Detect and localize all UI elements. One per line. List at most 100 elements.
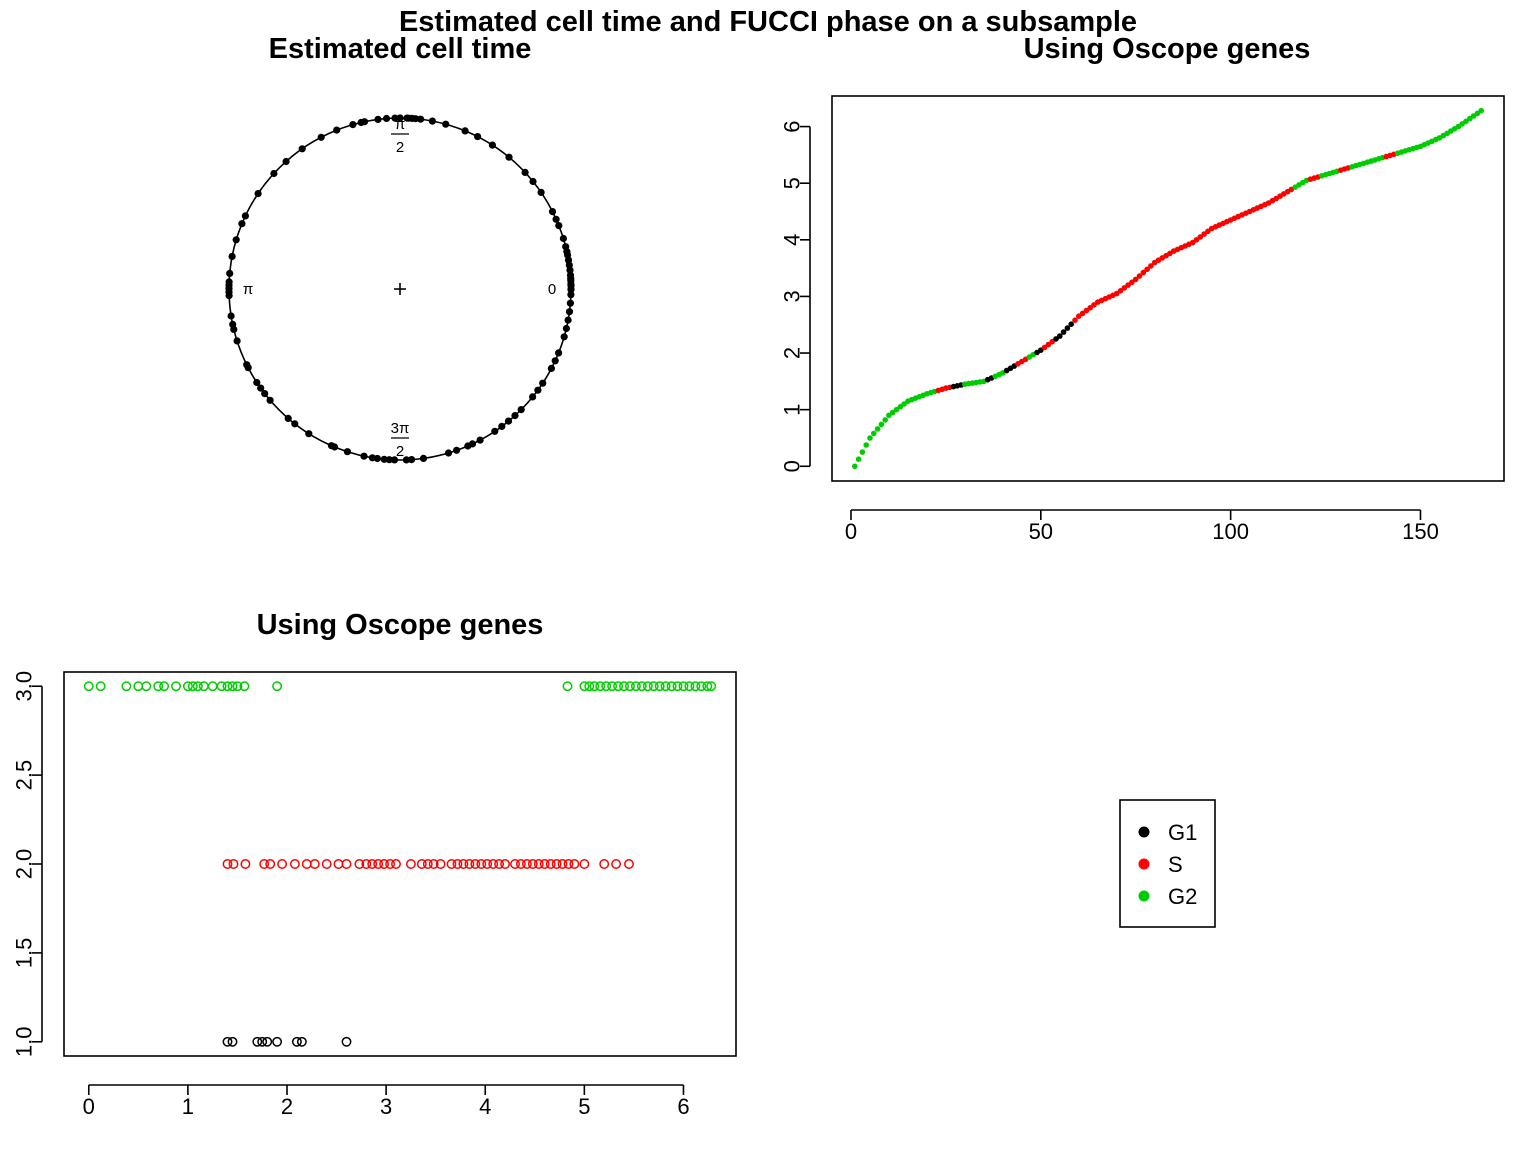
ordered-y-tick-label: 6 bbox=[780, 120, 805, 132]
ordered-point-g2 bbox=[855, 456, 862, 463]
ordered-point-g2 bbox=[878, 421, 885, 428]
phase-point-s bbox=[354, 859, 365, 869]
circular-point bbox=[238, 220, 246, 228]
ordered-y-tick-label: 1 bbox=[780, 404, 805, 416]
circular-point bbox=[559, 234, 568, 243]
ordered-point-g2 bbox=[859, 449, 866, 455]
circular-point bbox=[241, 212, 249, 220]
circular-point bbox=[428, 117, 436, 125]
angle-label-text: 0 bbox=[548, 281, 556, 298]
phase-point-g2 bbox=[141, 681, 152, 692]
legend-item-s: S bbox=[1138, 852, 1183, 877]
circular-point bbox=[230, 325, 238, 333]
phase-x-tick-label: 3 bbox=[380, 1094, 392, 1119]
phase-point-s bbox=[309, 859, 320, 869]
ordered-point-s bbox=[1072, 317, 1078, 324]
circular-point bbox=[266, 396, 274, 404]
ordered-x-tick-label: 150 bbox=[1402, 519, 1439, 544]
angle-label-0: 0 bbox=[548, 281, 556, 298]
circular-point bbox=[444, 449, 453, 457]
circular-point bbox=[403, 114, 411, 122]
phase-point-g2 bbox=[589, 681, 600, 692]
circular-point bbox=[566, 299, 575, 307]
phase-point-g2 bbox=[595, 681, 606, 692]
legend-marker bbox=[1138, 890, 1150, 902]
phase-point-s bbox=[545, 859, 556, 869]
circular-point bbox=[232, 236, 240, 244]
circular-point bbox=[343, 448, 351, 456]
circular-point bbox=[539, 379, 547, 387]
circular-point bbox=[551, 357, 559, 365]
angle-label-3: 3π2 bbox=[391, 420, 410, 460]
circular-point bbox=[391, 114, 399, 122]
phase-point-g2 bbox=[171, 681, 181, 692]
circular-point bbox=[349, 121, 357, 129]
circular-point bbox=[396, 114, 404, 122]
phase-point-g2 bbox=[222, 681, 233, 692]
phase-point-g2 bbox=[666, 681, 677, 692]
circular-point bbox=[402, 456, 410, 464]
angle-labels: 0 π 2 π 3π2 bbox=[243, 116, 556, 460]
circular-point bbox=[357, 118, 365, 127]
circular-point bbox=[562, 324, 571, 333]
ordered-point-g1 bbox=[1057, 333, 1063, 339]
ordered-point-s bbox=[1132, 276, 1139, 283]
ordered-point-g2 bbox=[874, 426, 881, 432]
circular-point bbox=[534, 386, 542, 394]
panel-phase-plot: Using Oscope genes 0 1 2 3 4 5 6 1.0 1.5 2.0 2.5 3.… bbox=[12, 609, 737, 1119]
angle-label-numerator: π bbox=[395, 116, 405, 133]
ordered-point-s bbox=[1045, 341, 1052, 348]
circular-point bbox=[491, 427, 499, 435]
legend-label: G1 bbox=[1168, 820, 1197, 845]
circular-point bbox=[244, 364, 252, 372]
phase-point-s bbox=[470, 859, 481, 869]
phase-point-g2 bbox=[133, 681, 144, 692]
angle-label-denominator: 2 bbox=[396, 139, 404, 156]
phase-point-g2 bbox=[690, 681, 701, 692]
phase-point-s bbox=[488, 859, 499, 869]
angle-label-text: π bbox=[243, 281, 253, 298]
circular-point bbox=[419, 454, 428, 462]
phase-point-g1 bbox=[296, 1036, 307, 1047]
ordered-point-s bbox=[1129, 279, 1135, 286]
phase-point-g2 bbox=[216, 681, 227, 692]
phase-point-s bbox=[500, 859, 511, 869]
phase-x-tick-label: 2 bbox=[281, 1094, 293, 1119]
ordered-point-g2 bbox=[871, 430, 877, 437]
ordered-y-tick-label: 0 bbox=[780, 460, 805, 472]
phase-point-g2 bbox=[239, 681, 250, 692]
ordered-y-tick-label: 3 bbox=[780, 290, 805, 302]
ordered-x-tick-label: 0 bbox=[845, 519, 857, 544]
phase-point-s bbox=[515, 859, 526, 869]
phase-point-g2 bbox=[636, 681, 647, 692]
phase-point-g1 bbox=[227, 1036, 238, 1047]
circular-point bbox=[270, 169, 278, 178]
phase-point-g2 bbox=[207, 681, 218, 692]
circular-point bbox=[560, 333, 568, 341]
phase-point-s bbox=[240, 859, 251, 869]
phase-x-tick-label: 1 bbox=[182, 1094, 194, 1119]
phase-point-s bbox=[367, 859, 378, 869]
circular-point bbox=[257, 384, 265, 392]
phase-y-tick-label: 1.0 bbox=[12, 1026, 37, 1057]
phase-point-g1 bbox=[252, 1036, 263, 1047]
phase-point-g2 bbox=[159, 681, 170, 692]
phase-y-tick-label: 3.0 bbox=[12, 671, 37, 702]
phase-point-g2 bbox=[83, 681, 94, 692]
phase-point-g2 bbox=[706, 681, 717, 692]
circular-point bbox=[555, 222, 563, 230]
circular-point bbox=[461, 127, 469, 135]
phase-point-g2 bbox=[630, 681, 641, 692]
circular-point bbox=[317, 133, 325, 141]
phase-point-s bbox=[341, 859, 352, 869]
circular-point bbox=[253, 378, 261, 387]
phase-point-g2 bbox=[232, 681, 243, 692]
circular-point bbox=[488, 141, 496, 149]
circular-point bbox=[476, 436, 484, 444]
phase-point-g2 bbox=[579, 681, 590, 692]
phase-point-s bbox=[385, 859, 396, 869]
phase-point-g2 bbox=[562, 681, 573, 692]
panel-ordered-plot: Using Oscope genes 0 50 100 150 0 1 2 3 4 5 6 bbox=[780, 33, 1505, 544]
